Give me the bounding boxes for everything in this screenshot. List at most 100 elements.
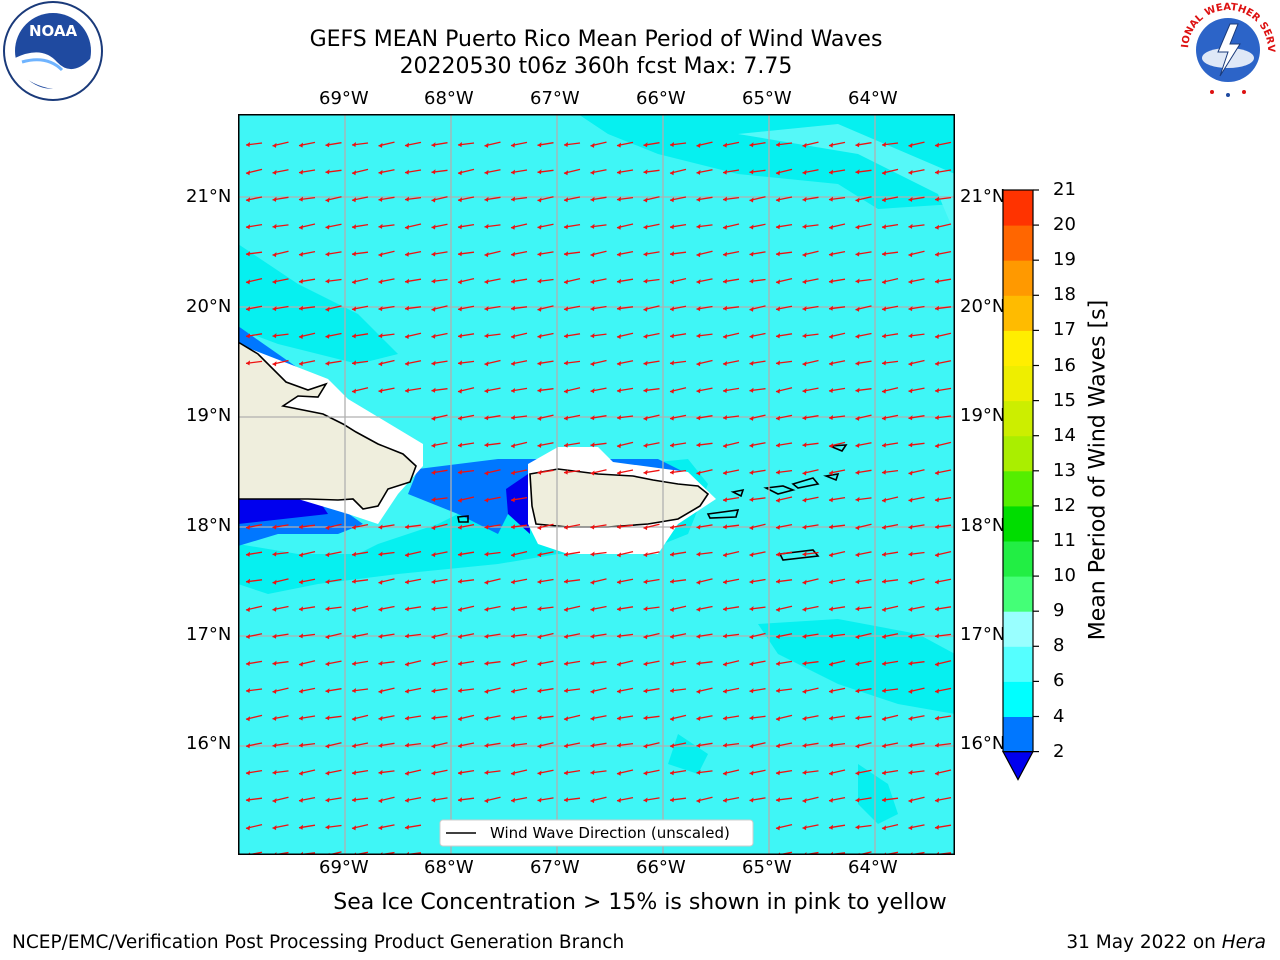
wave-direction-arrowhead [352, 170, 356, 176]
wave-direction-arrowhead [935, 196, 939, 202]
wave-direction-arrowhead [352, 716, 356, 722]
wave-direction-arrowhead [352, 360, 356, 366]
colorbar-tick-label: 2 [1053, 740, 1065, 762]
colorbar-tick-label: 11 [1053, 530, 1076, 551]
colorbar-segment [1003, 646, 1033, 682]
wave-direction-arrowhead [246, 279, 250, 285]
wave-direction-arrowhead [829, 361, 833, 366]
wave-direction-arrowhead [431, 278, 436, 284]
wave-direction-arrowhead [537, 224, 542, 230]
wave-direction-arrowhead [272, 769, 277, 775]
wave-direction-arrowhead [855, 224, 860, 230]
wave-direction-arrowhead [723, 606, 727, 612]
wave-direction-arrowhead [299, 742, 303, 748]
wave-direction-arrowhead [405, 305, 409, 311]
wave-direction-arrowhead [352, 524, 356, 530]
wave-direction-arrowhead [537, 415, 542, 421]
wave-direction-arrowhead [670, 688, 674, 693]
contour-band [238, 499, 328, 524]
wave-direction-arrowhead [590, 196, 595, 202]
wave-direction-arrowhead [855, 688, 860, 694]
wave-direction-arrowhead [405, 742, 409, 748]
lat-label-left: 16°N [186, 733, 232, 754]
wave-direction-arrowhead [802, 579, 807, 585]
wave-direction-arrowhead [935, 797, 939, 803]
sea-ice-note: Sea Ice Concentration > 15% is shown in … [333, 890, 947, 915]
wave-direction-arrowhead [378, 252, 383, 258]
wave-direction-arrowhead [855, 797, 860, 803]
wave-direction-arrowhead [908, 606, 913, 612]
wave-direction-arrowhead [723, 169, 727, 175]
wave-direction-arrowhead [299, 633, 303, 639]
wave-direction-arrowhead [484, 769, 489, 775]
wave-direction-arrowhead [776, 743, 780, 749]
wave-direction-arrowhead [246, 333, 250, 339]
wave-direction-arrowhead [484, 279, 489, 285]
wave-direction-arrowhead [564, 333, 568, 339]
lat-label-right: 18°N [960, 515, 1006, 536]
wave-direction-arrowhead [590, 388, 595, 394]
wave-direction-arrowhead [590, 470, 595, 476]
wave-direction-arrowhead [299, 196, 303, 202]
wave-direction-arrowhead [590, 252, 595, 258]
wave-direction-arrowhead [325, 525, 330, 531]
lon-label-bottom: 65°W [742, 857, 792, 878]
wave-direction-arrowhead [723, 742, 727, 748]
wave-direction-arrowhead [511, 278, 515, 284]
wave-direction-arrowhead [511, 388, 515, 393]
wave-direction-arrowhead [564, 388, 568, 394]
wave-direction-arrowhead [855, 442, 860, 448]
wave-direction-arrowhead [511, 224, 515, 230]
wave-direction-arrowhead [882, 142, 886, 147]
wave-direction-arrowhead [246, 578, 250, 584]
wave-direction-arrowhead [802, 715, 807, 721]
wave-direction-arrowhead [564, 524, 568, 530]
wave-direction-arrowhead [405, 633, 409, 639]
wave-direction-arrowhead [484, 196, 489, 202]
wave-direction-arrowhead [829, 251, 833, 257]
wave-direction-arrowhead [935, 142, 939, 148]
wave-direction-arrowhead [617, 305, 621, 311]
wave-direction-arrowhead [723, 142, 727, 148]
wave-direction-arrowhead [511, 142, 515, 148]
wave-direction-arrowhead [829, 443, 833, 449]
wave-direction-arrowhead [723, 224, 727, 230]
wave-direction-arrowhead [776, 306, 780, 312]
wave-direction-arrowhead [537, 169, 542, 175]
wave-direction-arrowhead [802, 142, 807, 148]
lat-label-left: 21°N [186, 186, 232, 207]
wave-direction-arrowhead [378, 769, 383, 775]
lon-label-bottom: 66°W [636, 857, 686, 878]
wave-direction-arrowhead [696, 660, 701, 666]
wave-direction-arrowhead [908, 688, 913, 694]
wave-direction-arrowhead [272, 279, 277, 285]
wave-direction-arrowhead [352, 224, 356, 230]
wave-direction-arrowhead [749, 688, 754, 694]
wave-direction-arrowhead [829, 770, 833, 776]
wave-direction-arrowhead [484, 633, 489, 639]
wave-direction-arrowhead [325, 824, 330, 830]
wave-direction-arrowhead [617, 415, 621, 420]
colorbar-segment [1003, 225, 1033, 261]
wave-direction-arrowhead [484, 333, 489, 339]
wave-direction-arrowhead [723, 415, 727, 420]
wave-direction-arrowhead [299, 278, 303, 284]
wave-direction-arrowhead [643, 442, 648, 448]
wave-direction-arrowhead [537, 661, 542, 667]
wave-direction-arrowhead [299, 770, 303, 776]
wave-direction-arrowhead [802, 333, 807, 339]
wave-direction-arrowhead [935, 579, 939, 585]
wave-direction-arrowhead [776, 551, 780, 557]
wave-direction-arrowhead [458, 716, 462, 722]
wave-direction-arrowhead [882, 497, 886, 503]
wave-direction-arrowhead [829, 552, 833, 558]
wave-direction-arrowhead [511, 633, 515, 639]
chart-subtitle-run: 20220530 t06z 360h fcst Max: 7.75 [399, 54, 793, 79]
wave-direction-arrowhead [405, 715, 409, 721]
colorbar-segment [1003, 505, 1033, 542]
footer-credit: NCEP/EMC/Verification Post Processing Pr… [12, 932, 625, 953]
wave-direction-arrowhead [590, 769, 595, 775]
wave-direction-arrowhead [802, 252, 807, 258]
footer-date-text: 31 May 2022 on [1066, 932, 1222, 953]
wave-direction-arrowhead [299, 169, 303, 175]
